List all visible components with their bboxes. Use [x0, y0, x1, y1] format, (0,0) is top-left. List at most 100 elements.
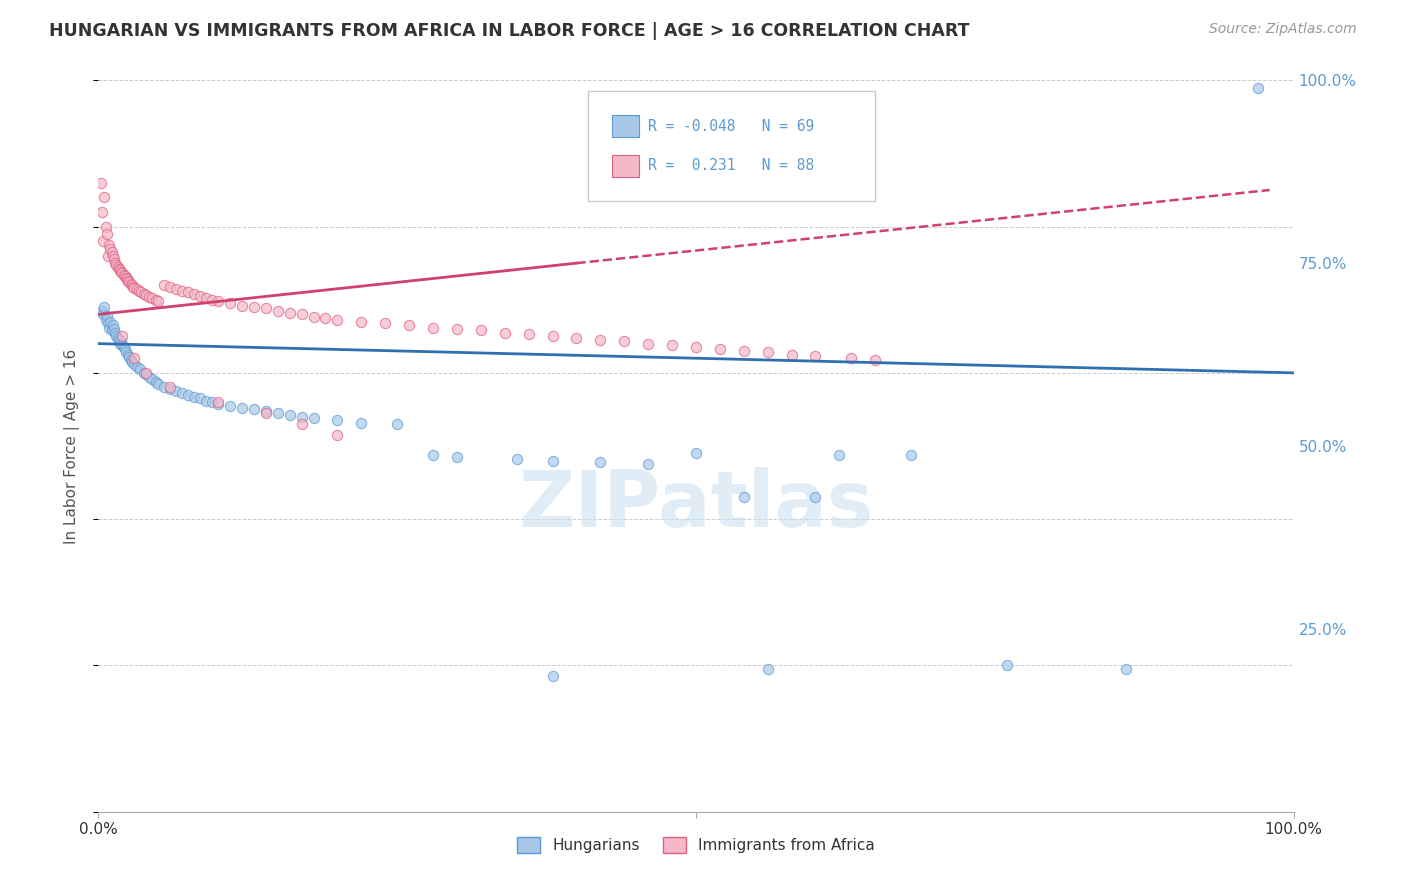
- Point: [422, 448, 444, 462]
- Point: [118, 275, 141, 289]
- Point: [302, 411, 325, 425]
- Point: [91, 205, 114, 219]
- Point: [129, 362, 152, 376]
- Point: [267, 303, 290, 318]
- Point: [111, 329, 134, 343]
- Point: [153, 380, 176, 394]
- Point: [105, 329, 128, 343]
- Point: [374, 316, 396, 330]
- Point: [103, 322, 125, 336]
- Point: [135, 366, 157, 380]
- Bar: [613, 155, 638, 177]
- Point: [101, 249, 124, 263]
- Point: [278, 306, 301, 320]
- Point: [315, 310, 337, 325]
- Text: HUNGARIAN VS IMMIGRANTS FROM AFRICA IN LABOR FORCE | AGE > 16 CORRELATION CHART: HUNGARIAN VS IMMIGRANTS FROM AFRICA IN L…: [49, 22, 970, 40]
- Point: [107, 331, 129, 345]
- Point: [506, 452, 529, 467]
- Point: [100, 323, 122, 337]
- Text: R =  0.231   N = 88: R = 0.231 N = 88: [648, 159, 814, 173]
- Point: [231, 401, 253, 415]
- Point: [756, 662, 779, 676]
- Point: [183, 390, 205, 404]
- Point: [326, 428, 349, 442]
- Point: [243, 300, 266, 314]
- Bar: [613, 115, 638, 137]
- Point: [115, 270, 138, 285]
- Point: [385, 417, 409, 431]
- Point: [733, 490, 755, 504]
- Point: [685, 446, 707, 460]
- Point: [145, 375, 167, 389]
- Point: [96, 227, 118, 241]
- Point: [1247, 80, 1270, 95]
- Point: [172, 386, 194, 401]
- Point: [104, 256, 127, 270]
- Point: [159, 380, 181, 394]
- Point: [107, 262, 129, 277]
- Point: [517, 327, 540, 342]
- Point: [219, 296, 242, 310]
- Point: [107, 260, 129, 274]
- Point: [841, 351, 863, 366]
- Point: [804, 349, 827, 363]
- FancyBboxPatch shape: [589, 91, 875, 201]
- Point: [254, 404, 277, 418]
- Point: [804, 490, 827, 504]
- Point: [125, 283, 148, 297]
- Point: [91, 303, 114, 318]
- Point: [135, 368, 157, 382]
- Point: [125, 359, 148, 374]
- Point: [108, 263, 131, 277]
- Point: [177, 388, 200, 402]
- Point: [828, 448, 851, 462]
- Point: [207, 396, 229, 410]
- Point: [103, 252, 125, 267]
- Point: [132, 366, 155, 380]
- Point: [105, 258, 128, 272]
- Point: [183, 286, 205, 301]
- Point: [114, 269, 136, 284]
- Point: [291, 409, 314, 424]
- Point: [97, 249, 120, 263]
- Point: [165, 384, 187, 399]
- Point: [302, 310, 325, 324]
- Point: [188, 392, 211, 406]
- Point: [148, 376, 170, 391]
- Point: [111, 266, 134, 280]
- Point: [100, 245, 122, 260]
- Point: [120, 277, 142, 291]
- Point: [541, 453, 564, 467]
- Point: [159, 279, 181, 293]
- Text: R = -0.048   N = 69: R = -0.048 N = 69: [648, 119, 814, 134]
- Point: [115, 270, 138, 285]
- Point: [120, 352, 142, 367]
- Point: [145, 293, 167, 307]
- Point: [101, 318, 124, 333]
- Point: [267, 406, 290, 420]
- Point: [541, 329, 564, 343]
- Point: [661, 338, 683, 352]
- Point: [494, 326, 516, 340]
- Point: [90, 176, 112, 190]
- Point: [219, 399, 242, 413]
- Point: [865, 352, 887, 367]
- Point: [900, 448, 922, 462]
- Point: [98, 320, 121, 334]
- Point: [110, 265, 132, 279]
- Y-axis label: In Labor Force | Age > 16: In Labor Force | Age > 16: [63, 349, 80, 543]
- Point: [135, 288, 157, 302]
- Point: [470, 323, 492, 337]
- Point: [422, 320, 444, 334]
- Point: [326, 313, 349, 327]
- Point: [709, 342, 731, 356]
- Point: [231, 299, 253, 313]
- Point: [110, 334, 132, 349]
- Point: [108, 336, 131, 351]
- Point: [148, 294, 170, 309]
- Point: [98, 242, 122, 256]
- Point: [114, 343, 136, 357]
- Point: [995, 658, 1018, 673]
- Point: [446, 322, 468, 336]
- Point: [733, 343, 755, 358]
